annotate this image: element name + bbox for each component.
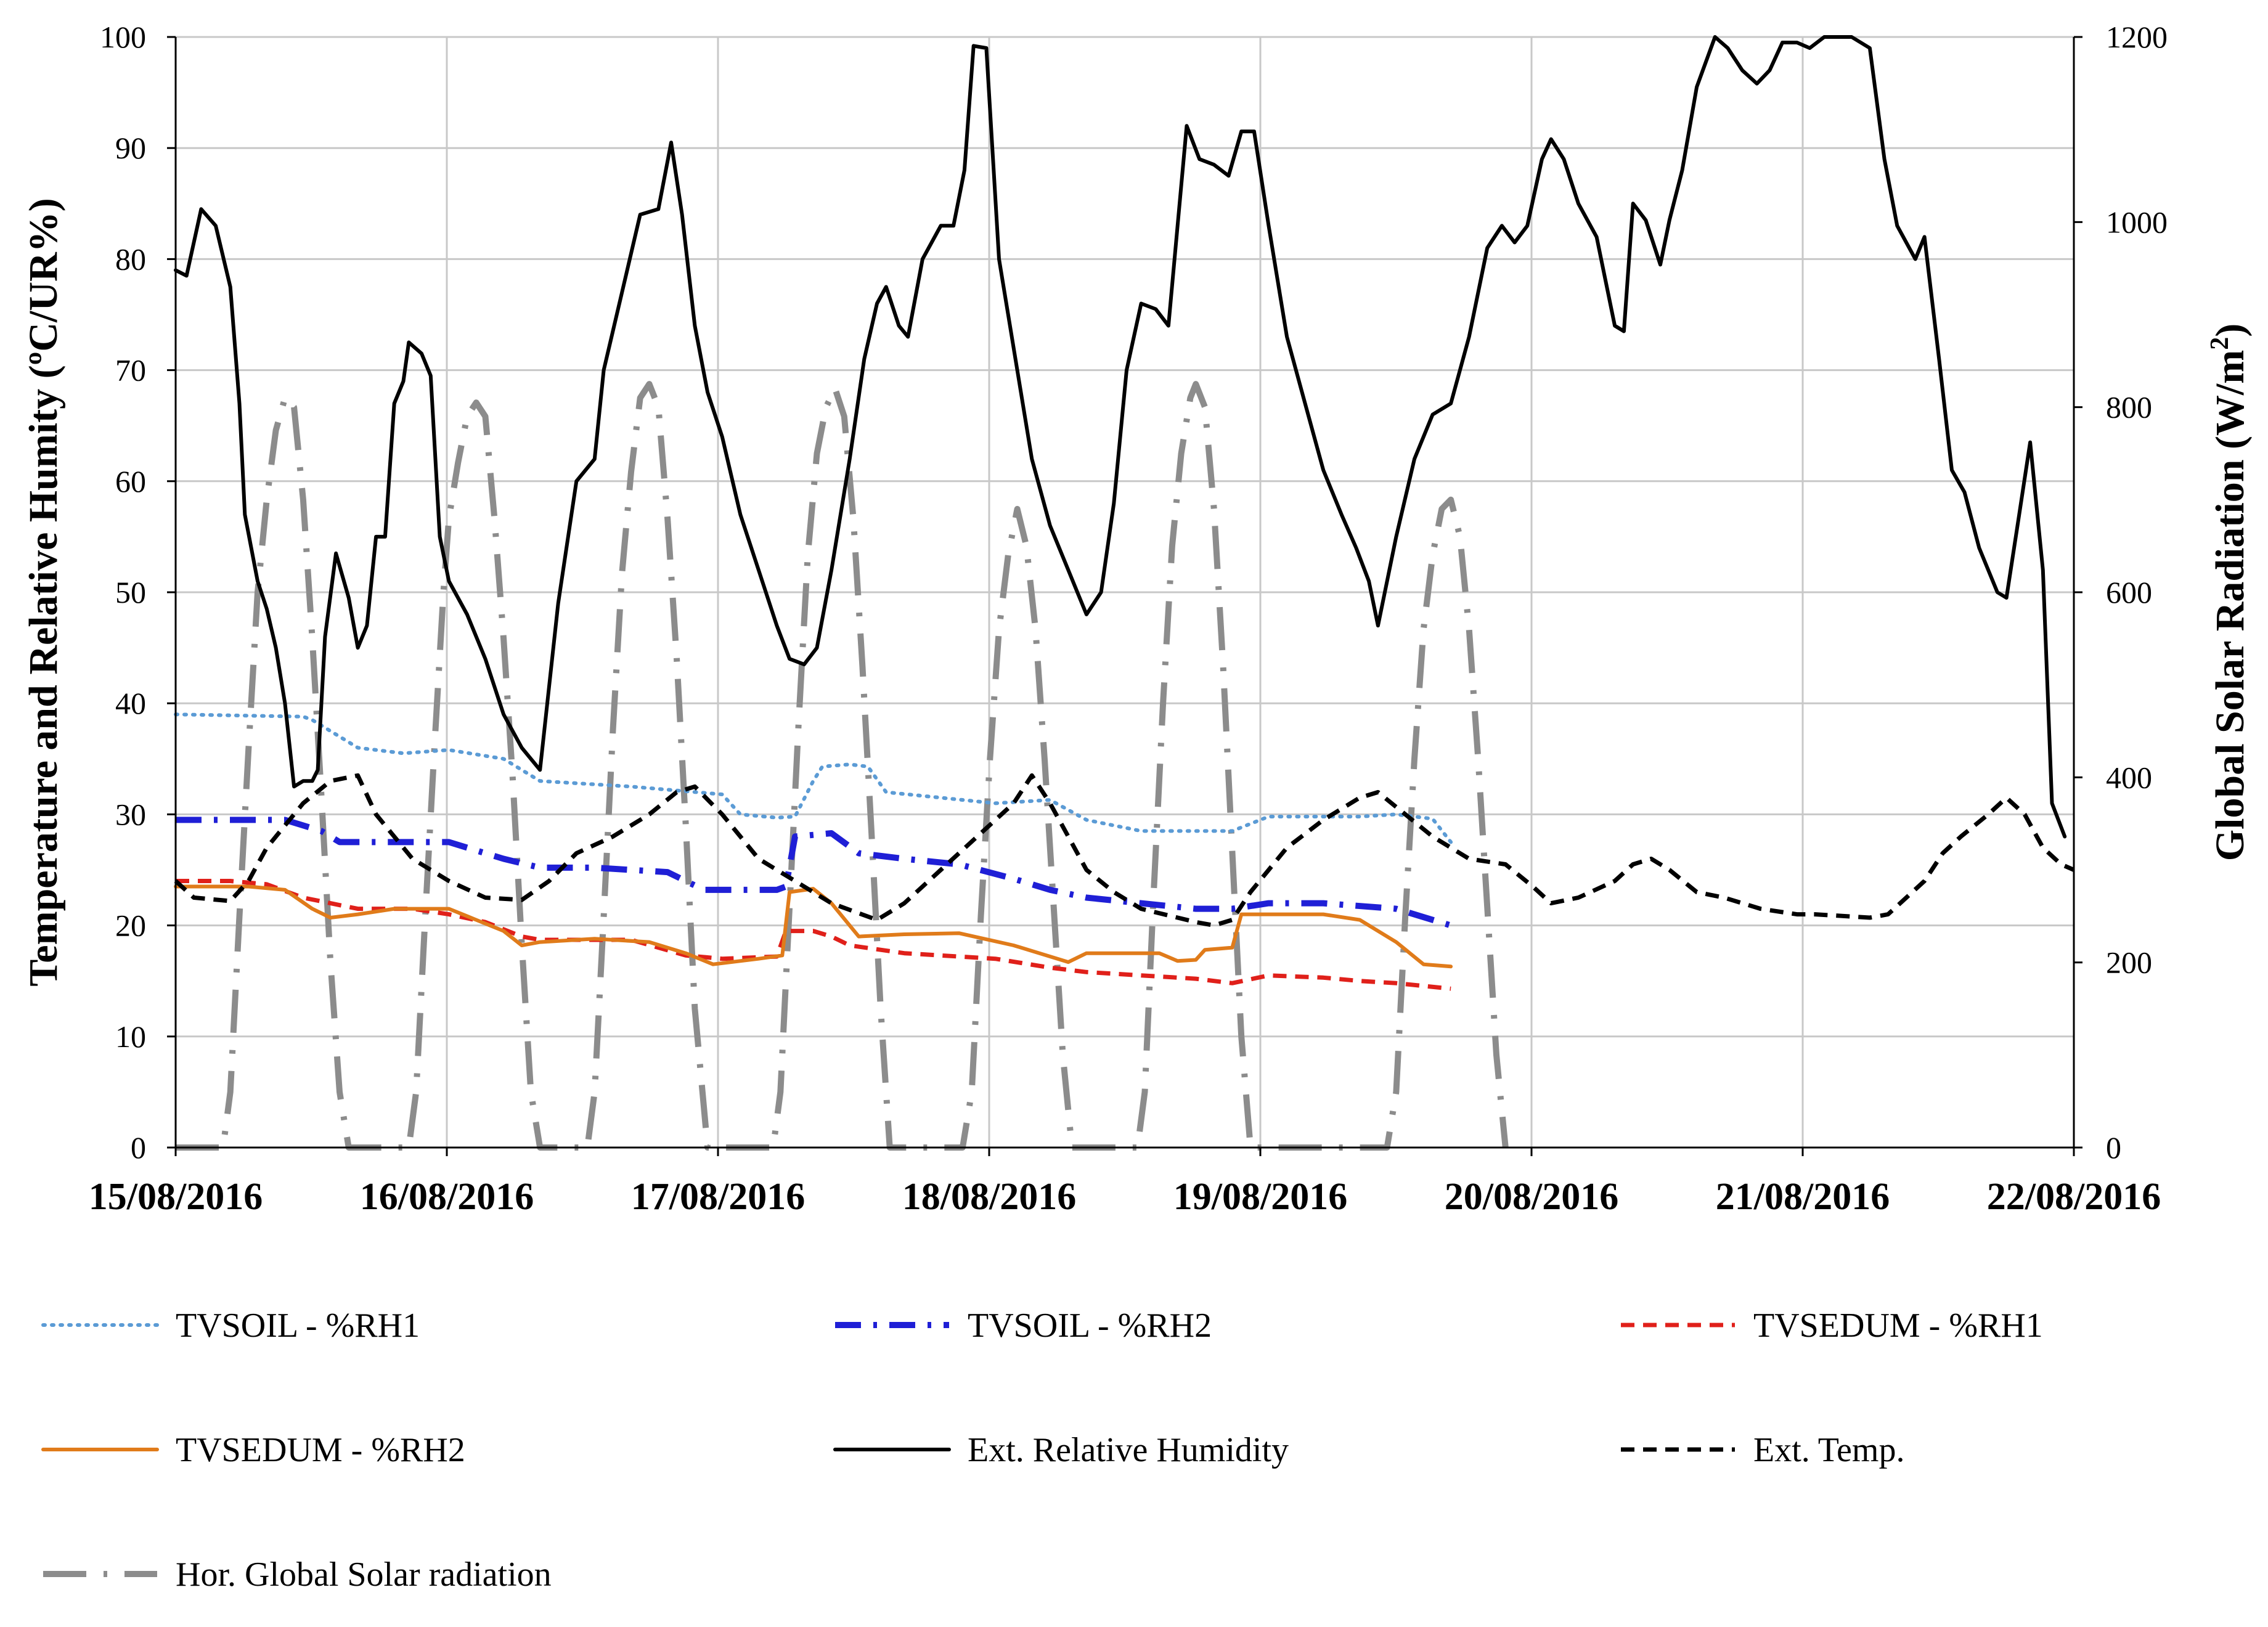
legend: TVSOIL - %RH1 TVSOIL - %RH2 TVSEDUM - %RH1… xyxy=(41,1307,2043,1594)
legend-label: TVSOIL - %RH2 xyxy=(968,1307,1212,1345)
series-group xyxy=(174,35,2075,1151)
y-left-tick-label: 80 xyxy=(115,242,146,276)
grid xyxy=(176,36,2074,1148)
legend-item: TVSOIL - %RH2 xyxy=(835,1307,1212,1345)
series-tvsedum-rh1 xyxy=(176,879,1451,991)
x-tick-label: 18/08/2016 xyxy=(902,1176,1076,1218)
legend-label: Ext. Relative Humidity xyxy=(968,1431,1289,1469)
ticks: 15/08/2016 16/08/2016 17/08/2016 18/08/2016… xyxy=(89,20,2168,1218)
y-left-tick-label: 10 xyxy=(115,1019,146,1054)
x-tick-label: 19/08/2016 xyxy=(1173,1176,1347,1218)
series-hor-global-solar-radiation xyxy=(176,381,1509,1151)
series-tvsoil-rh2 xyxy=(176,817,1452,929)
legend-label: TVSEDUM - %RH2 xyxy=(176,1431,465,1469)
legend-label: Hor. Global Solar radiation xyxy=(176,1556,552,1594)
legend-item: Hor. Global Solar radiation xyxy=(43,1556,552,1594)
right-axis-title-text: Global Solar Radiation (W/m xyxy=(2208,350,2253,861)
legend-item: TVSEDUM - %RH1 xyxy=(1621,1307,2043,1345)
x-tick-label: 17/08/2016 xyxy=(631,1176,805,1218)
series-ext-temp xyxy=(174,773,2075,928)
y-right-tick-label: 400 xyxy=(2106,760,2152,794)
y-left-tick-label: 60 xyxy=(115,464,146,499)
y-left-tick-label: 70 xyxy=(115,353,146,388)
left-axis-title: Temperature and Relative Humity (ºC/UR%) xyxy=(21,198,66,986)
legend-label: Ext. Temp. xyxy=(1753,1431,1904,1469)
legend-item: TVSEDUM - %RH2 xyxy=(41,1431,465,1469)
right-axis-title-close: ) xyxy=(2208,324,2253,337)
x-tick-label: 16/08/2016 xyxy=(360,1176,534,1218)
series-tvsedum-rh2 xyxy=(174,884,1453,969)
series-ext-relative-humidity xyxy=(174,35,2067,839)
y-right-tick-label: 1000 xyxy=(2106,205,2168,239)
y-left-tick-label: 40 xyxy=(115,686,146,720)
x-tick-label: 15/08/2016 xyxy=(89,1176,263,1218)
x-tick-label: 22/08/2016 xyxy=(1987,1176,2161,1218)
y-left-tick-label: 100 xyxy=(100,20,146,54)
y-right-tick-label: 1200 xyxy=(2106,20,2168,54)
y-left-tick-label: 30 xyxy=(115,797,146,831)
y-left-tick-label: 0 xyxy=(131,1130,146,1165)
legend-item: Ext. Relative Humidity xyxy=(833,1431,1289,1469)
legend-item: Ext. Temp. xyxy=(1621,1431,1904,1469)
y-left-tick-label: 20 xyxy=(115,908,146,943)
y-left-tick-label: 50 xyxy=(115,575,146,610)
legend-item: TVSOIL - %RH1 xyxy=(41,1307,420,1345)
legend-label: TVSEDUM - %RH1 xyxy=(1753,1307,2043,1345)
y-right-tick-label: 0 xyxy=(2106,1130,2121,1165)
y-right-tick-label: 600 xyxy=(2106,575,2152,610)
legend-label: TVSOIL - %RH1 xyxy=(176,1307,420,1345)
series-tvsoil-rh1 xyxy=(174,712,1453,844)
y-right-tick-label: 200 xyxy=(2106,945,2152,980)
right-axis-title-sup: 2 xyxy=(2206,337,2234,350)
y-right-tick-label: 800 xyxy=(2106,390,2152,425)
right-axis-title: Global Solar Radiation (W/m2) xyxy=(2206,324,2253,861)
x-tick-label: 20/08/2016 xyxy=(1445,1176,1618,1218)
x-tick-label: 21/08/2016 xyxy=(1716,1176,1890,1218)
y-left-tick-label: 90 xyxy=(115,131,146,165)
